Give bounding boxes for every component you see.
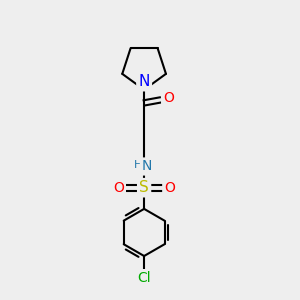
Text: Cl: Cl [137, 271, 151, 285]
Text: S: S [139, 180, 149, 195]
Text: H: H [134, 160, 142, 170]
Text: N: N [138, 74, 150, 89]
Text: O: O [163, 92, 174, 106]
Text: O: O [164, 181, 175, 195]
Text: N: N [142, 160, 152, 173]
Text: O: O [113, 181, 124, 195]
